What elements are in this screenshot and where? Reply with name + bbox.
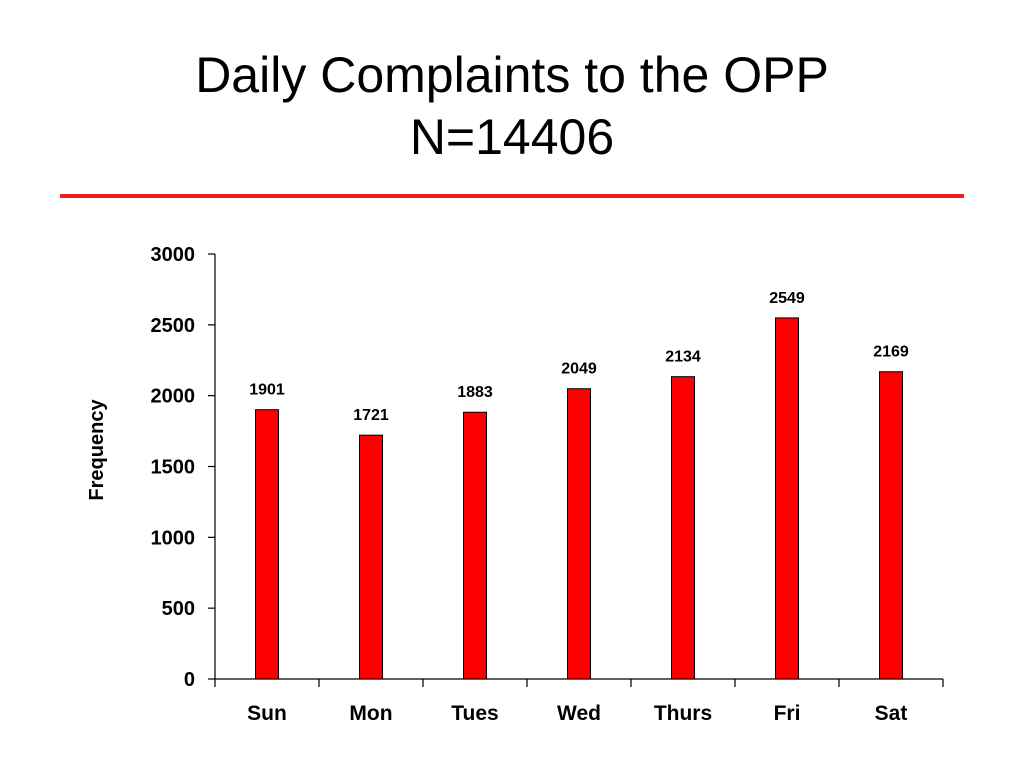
y-tick-label: 1000 xyxy=(151,527,196,549)
x-tick-label: Wed xyxy=(557,702,601,725)
data-label: 1901 xyxy=(249,382,285,399)
y-tick-label: 2000 xyxy=(151,386,196,408)
bar-tues xyxy=(463,411,487,680)
y-tick-label: 0 xyxy=(184,669,195,691)
data-label: 1883 xyxy=(457,384,493,401)
x-tick-label: Tues xyxy=(451,702,498,725)
y-tick-label: 1500 xyxy=(151,457,196,479)
x-tick-label: Sat xyxy=(875,702,908,725)
y-tick-label: 3000 xyxy=(151,244,196,266)
title-line-2: N=14406 xyxy=(409,109,615,165)
data-label: 2134 xyxy=(665,349,701,366)
bar-sat xyxy=(879,371,903,680)
bar-mon xyxy=(359,434,383,680)
data-label: 1721 xyxy=(353,407,389,424)
y-tick-label: 2500 xyxy=(151,315,196,337)
title-divider xyxy=(60,194,964,198)
slide-title: Daily Complaints to the OPP N=14406 xyxy=(0,44,1024,168)
x-tick-label: Fri xyxy=(774,702,801,725)
data-label: 2049 xyxy=(561,361,597,378)
data-label: 2549 xyxy=(769,290,805,307)
x-tick-label: Mon xyxy=(349,702,392,725)
bar-sun xyxy=(255,409,279,680)
bar-thurs xyxy=(671,376,695,680)
x-tick-label: Sun xyxy=(247,702,287,725)
y-axis-title: Frequency xyxy=(86,399,108,501)
data-label: 2169 xyxy=(873,344,909,361)
bar-fri xyxy=(775,317,799,680)
x-tick-label: Thurs xyxy=(654,702,712,725)
title-line-1: Daily Complaints to the OPP xyxy=(195,47,829,103)
y-tick-label: 500 xyxy=(162,598,195,620)
bar-wed xyxy=(567,388,591,680)
